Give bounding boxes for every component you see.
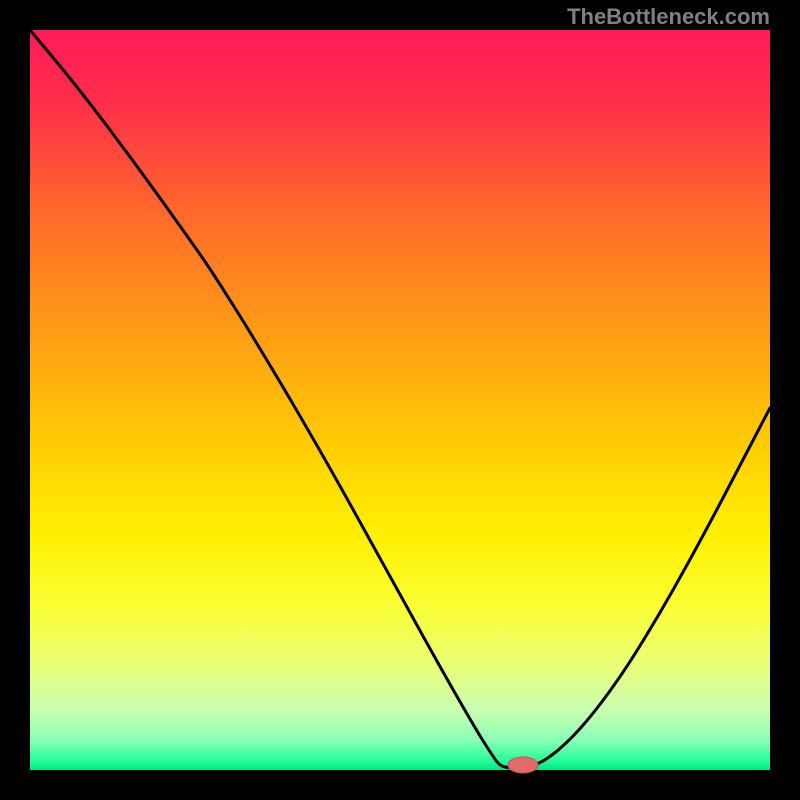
watermark-text: TheBottleneck.com <box>567 4 770 30</box>
plot-background <box>30 30 770 770</box>
minimum-marker <box>508 757 538 773</box>
chart-frame: TheBottleneck.com <box>0 0 800 800</box>
chart-svg <box>0 0 800 800</box>
